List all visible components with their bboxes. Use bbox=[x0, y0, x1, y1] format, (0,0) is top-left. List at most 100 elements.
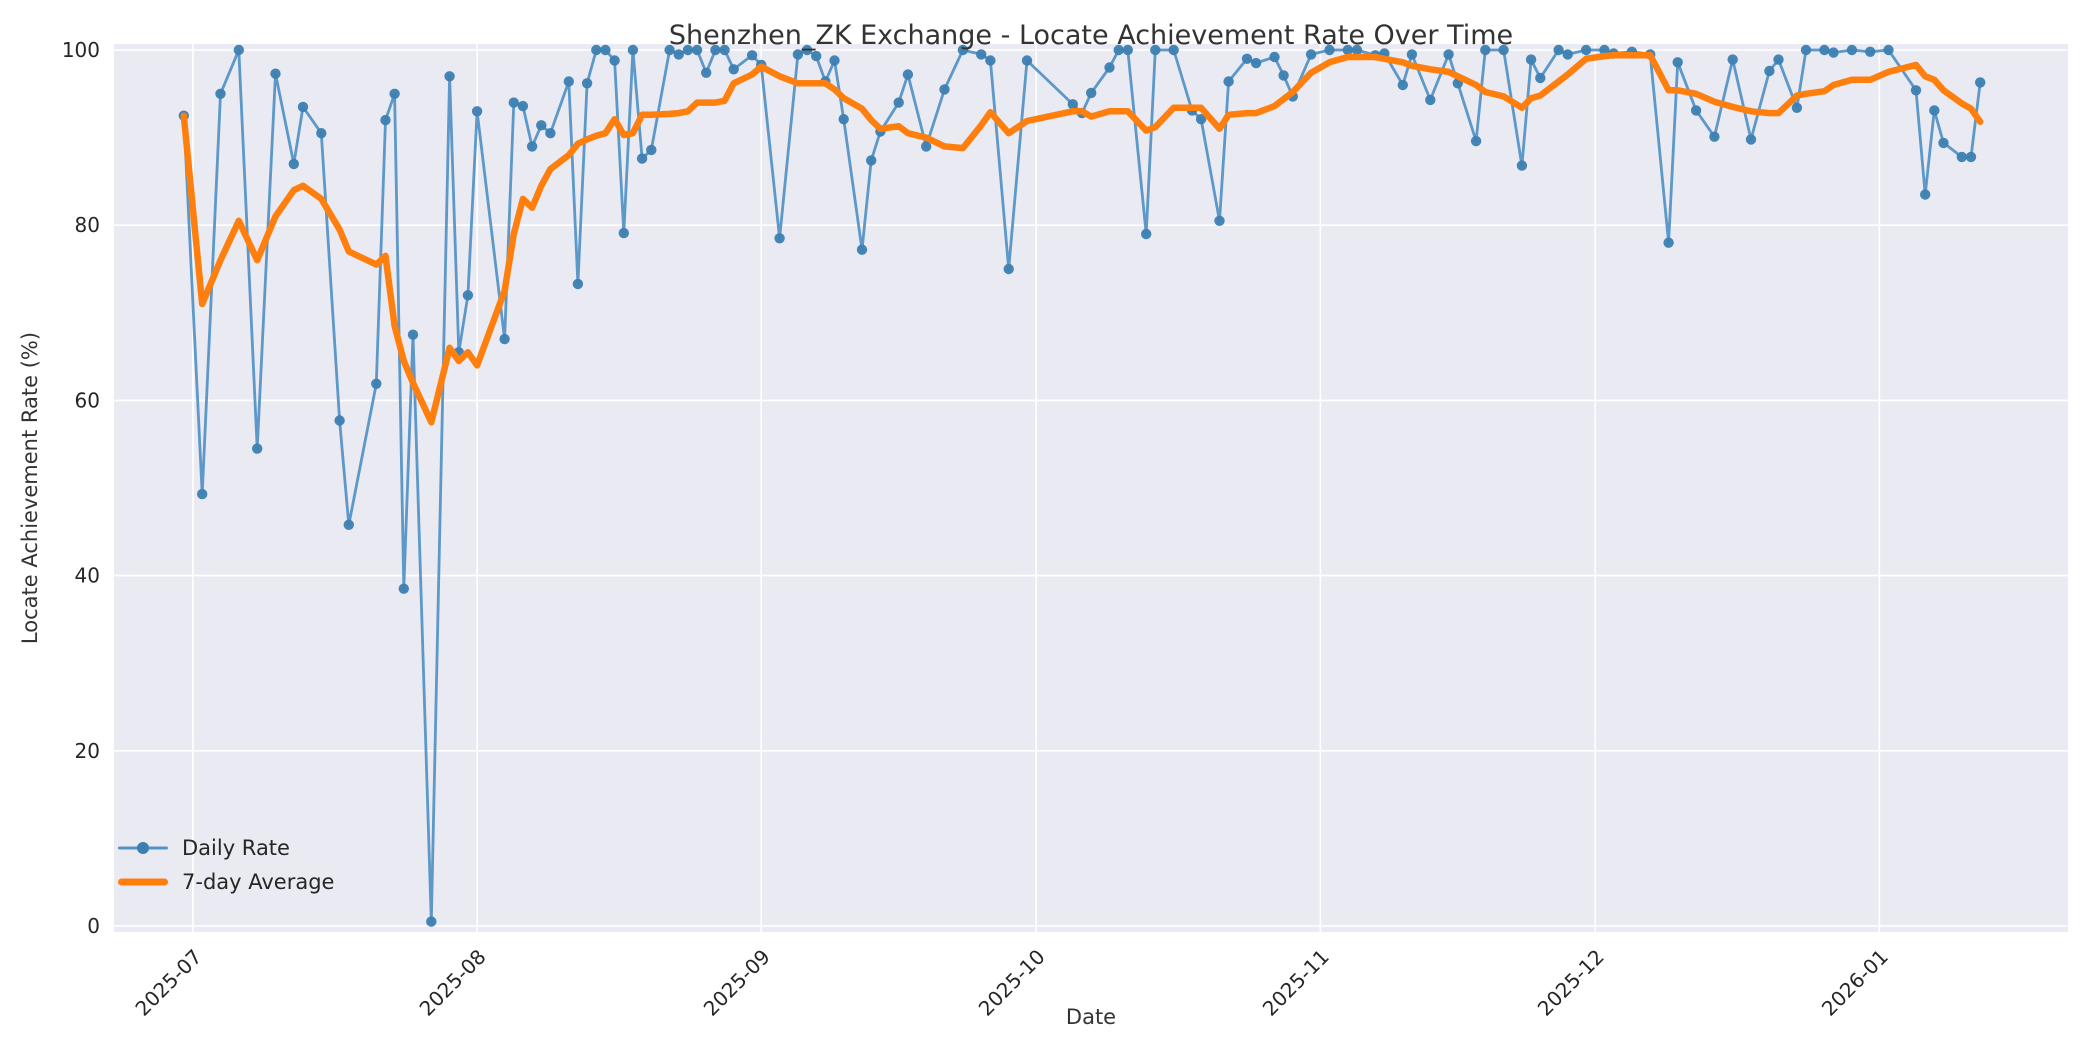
daily-rate-marker bbox=[1535, 72, 1546, 84]
daily-rate-marker bbox=[1709, 131, 1720, 142]
daily-rate-marker bbox=[1965, 151, 1977, 163]
daily-rate-marker bbox=[536, 120, 547, 131]
daily-rate-marker bbox=[1168, 44, 1179, 56]
series-layer bbox=[178, 44, 1986, 927]
daily-rate-marker bbox=[233, 44, 244, 56]
daily-rate-marker bbox=[1269, 51, 1280, 63]
daily-rate-marker bbox=[462, 290, 474, 301]
daily-rate-marker bbox=[1773, 54, 1784, 65]
x-tick-label: 2025-11 bbox=[1258, 945, 1334, 1021]
daily-rate-marker bbox=[701, 67, 712, 79]
daily-rate-marker bbox=[1663, 237, 1674, 248]
daily-rate-marker bbox=[1324, 44, 1335, 56]
daily-rate-marker bbox=[1086, 87, 1097, 99]
daily-rate-marker bbox=[1397, 79, 1409, 91]
daily-rate-marker bbox=[1865, 46, 1876, 57]
daily-rate-marker bbox=[270, 68, 281, 79]
x-tick-label: 2025-12 bbox=[1533, 945, 1609, 1021]
daily-rate-marker bbox=[893, 97, 904, 108]
daily-rate-marker bbox=[1150, 44, 1161, 56]
daily-rate-marker bbox=[957, 44, 969, 56]
daily-rate-marker bbox=[921, 141, 932, 152]
daily-rate-marker bbox=[774, 233, 785, 244]
daily-rate-marker bbox=[1122, 44, 1134, 56]
y-tick-label: 100 bbox=[62, 38, 100, 62]
daily-rate-marker bbox=[1250, 57, 1262, 69]
daily-rate-marker bbox=[609, 55, 620, 66]
daily-rate-marker bbox=[526, 141, 538, 152]
daily-rate-marker bbox=[866, 155, 877, 166]
daily-rate-marker bbox=[902, 69, 914, 80]
daily-rate-marker bbox=[811, 50, 822, 62]
y-tick-label: 60 bbox=[75, 388, 100, 412]
daily-rate-marker bbox=[563, 76, 574, 87]
daily-rate-marker bbox=[1910, 85, 1922, 96]
daily-rate-marker bbox=[215, 88, 226, 100]
daily-rate-marker bbox=[1113, 44, 1124, 56]
daily-rate-marker bbox=[380, 114, 391, 126]
daily-rate-marker bbox=[197, 488, 208, 500]
daily-rate-marker bbox=[627, 44, 639, 56]
daily-rate-marker bbox=[1305, 49, 1317, 60]
daily-rate-marker bbox=[1938, 137, 1949, 149]
daily-rate-marker bbox=[389, 88, 400, 100]
daily-rate-marker bbox=[1480, 44, 1491, 56]
daily-rate-marker bbox=[1141, 228, 1152, 240]
daily-rate-marker bbox=[1021, 55, 1033, 66]
daily-rate-marker bbox=[508, 97, 519, 108]
daily-rate-marker bbox=[1562, 49, 1573, 60]
y-tick-label: 80 bbox=[75, 213, 100, 237]
daily-rate-marker bbox=[1067, 99, 1079, 110]
daily-rate-marker bbox=[1406, 49, 1418, 60]
daily-rate-marker bbox=[1846, 44, 1858, 56]
daily-rate-marker bbox=[1470, 135, 1482, 147]
daily-rate-marker bbox=[1800, 44, 1812, 56]
daily-rate-marker bbox=[1525, 54, 1537, 65]
daily-rate-marker bbox=[581, 78, 593, 89]
daily-rate-marker bbox=[334, 415, 345, 426]
daily-rate-marker bbox=[252, 443, 263, 454]
daily-rate-marker bbox=[600, 44, 611, 56]
daily-rate-marker bbox=[664, 44, 675, 56]
daily-rate-marker bbox=[1929, 105, 1940, 116]
daily-rate-marker bbox=[1003, 263, 1014, 275]
daily-rate-line bbox=[182, 48, 1982, 923]
daily-rate-marker bbox=[1351, 44, 1363, 56]
daily-rate-marker bbox=[691, 44, 703, 56]
daily-rate-marker bbox=[1241, 53, 1253, 64]
x-tick-label: 2026-01 bbox=[1817, 945, 1893, 1021]
legend-item-7day-average: 7-day Average bbox=[118, 870, 334, 894]
daily-rate-marker bbox=[673, 49, 684, 60]
daily-rate-marker bbox=[856, 244, 868, 255]
legend-label-7day-average: 7-day Average bbox=[182, 870, 335, 894]
y-axis-label: Locate Achievement Rate (%) bbox=[18, 331, 42, 645]
chart-title: Shenzhen_ZK Exchange - Locate Achievemen… bbox=[668, 20, 1514, 51]
seven-day-average-line bbox=[180, 52, 1984, 426]
daily-rate-marker bbox=[636, 153, 648, 164]
x-tick-label: 2025-08 bbox=[415, 945, 491, 1021]
daily-rate-marker bbox=[1104, 62, 1115, 73]
y-tick-label: 0 bbox=[87, 914, 100, 938]
x-tick-label: 2025-10 bbox=[974, 945, 1050, 1021]
legend-label-daily-rate: Daily Rate bbox=[182, 836, 290, 860]
daily-rate-marker bbox=[517, 100, 529, 112]
daily-rate-marker bbox=[1727, 54, 1738, 65]
daily-rate-marker bbox=[719, 44, 730, 56]
daily-rate-marker bbox=[618, 227, 629, 239]
daily-rate-marker bbox=[710, 44, 721, 56]
daily-rate-marker bbox=[1956, 151, 1968, 163]
daily-rate-marker bbox=[1883, 44, 1894, 56]
daily-rate-marker bbox=[1195, 114, 1207, 125]
x-axis-label: Date bbox=[1065, 1005, 1117, 1029]
daily-rate-marker bbox=[1828, 47, 1839, 58]
legend: Daily Rate 7-day Average bbox=[118, 836, 334, 894]
y-tick-label: 20 bbox=[75, 739, 100, 763]
daily-rate-marker bbox=[746, 50, 758, 61]
daily-rate-marker bbox=[801, 44, 813, 56]
daily-rate-marker bbox=[985, 55, 996, 66]
x-tick-label: 2025-09 bbox=[699, 945, 775, 1021]
daily-rate-marker bbox=[1819, 44, 1830, 56]
daily-rate-marker bbox=[1342, 44, 1354, 56]
daily-rate-marker bbox=[1516, 160, 1528, 171]
